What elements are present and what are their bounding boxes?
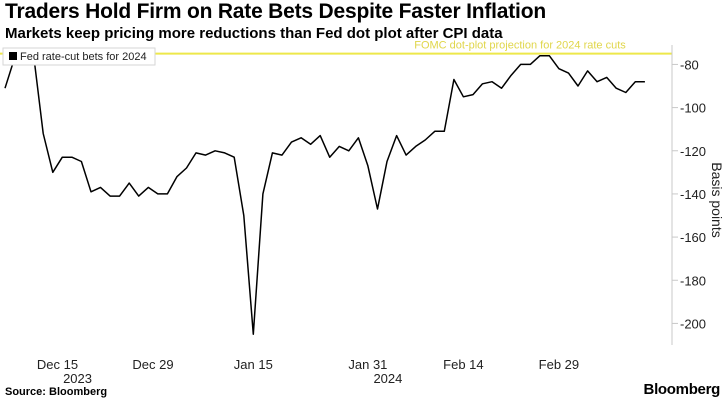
y-tick-label: -180 [680,273,706,288]
x-tick-year-label: 2023 [63,371,92,386]
x-tick-year-label: 2024 [373,371,402,386]
y-axis-title: Basis points [709,162,725,237]
x-tick-label: Feb 14 [443,357,483,372]
chart-title: Traders Hold Firm on Rate Bets Despite F… [5,0,546,23]
legend-box [2,47,156,66]
y-tick-label: -100 [680,101,706,116]
legend-label: Fed rate-cut bets for 2024 [20,51,147,63]
x-tick-label: Dec 15 [37,357,78,372]
y-tick-label: -80 [680,57,699,72]
series-line-fed-rate-cut-bets [4,55,645,335]
x-tick-label: Dec 29 [132,357,173,372]
x-tick-label: Jan 31 [348,357,387,372]
y-tick-label: -120 [680,144,706,159]
source-note: Source: Bloomberg [5,386,108,398]
legend-swatch [9,52,17,60]
x-tick-label: Jan 15 [234,357,273,372]
fomc-reference-label: FOMC dot-plot projection for 2024 rate c… [414,40,626,52]
chart-subtitle: Markets keep pricing more reductions tha… [5,25,503,42]
bloomberg-logo: Bloomberg [643,381,721,398]
y-tick-label: -140 [680,187,706,202]
x-tick-label: Feb 29 [539,357,579,372]
y-tick-label: -160 [680,230,706,245]
y-tick-label: -200 [680,316,706,331]
